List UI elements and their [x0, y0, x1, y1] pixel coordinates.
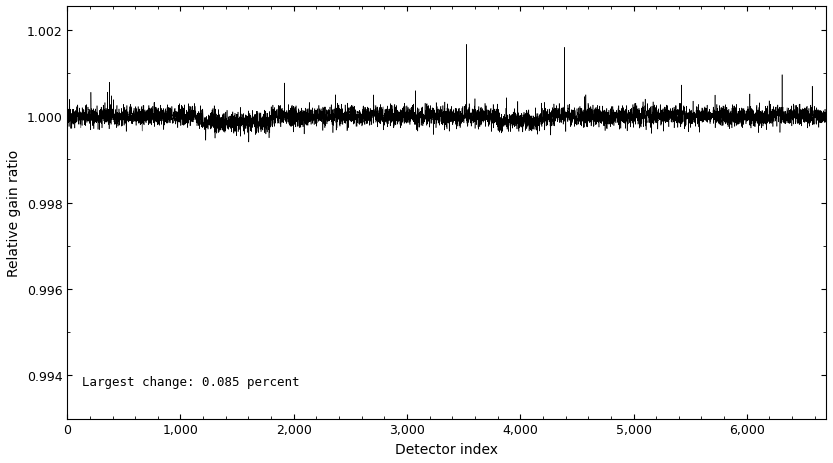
X-axis label: Detector index: Detector index [395, 442, 498, 456]
Text: Largest change: 0.085 percent: Largest change: 0.085 percent [82, 375, 299, 388]
Y-axis label: Relative gain ratio: Relative gain ratio [7, 150, 21, 276]
